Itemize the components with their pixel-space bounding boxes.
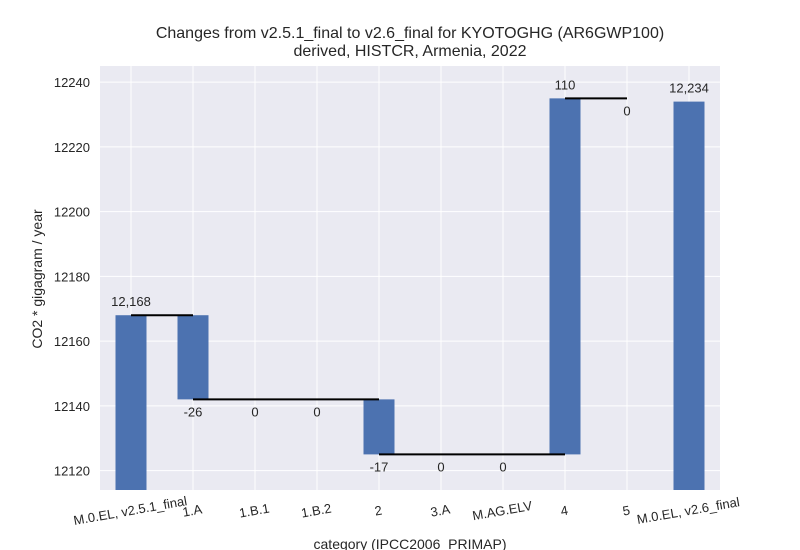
x-tick-label: 1.A	[181, 501, 203, 519]
x-tick-label: 3.A	[429, 501, 451, 519]
y-tick-label: 12240	[54, 75, 90, 90]
x-tick-label: M.0.EL, v2.5.1_final	[72, 493, 188, 528]
x-axis-label: category (IPCC2006_PRIMAP)	[314, 536, 507, 550]
bar	[549, 98, 581, 455]
y-tick-label: 12160	[54, 334, 90, 349]
y-tick-label: 12200	[54, 205, 90, 220]
data-label: 0	[313, 404, 320, 419]
x-tick-label: M.0.EL, v2.6_final	[636, 494, 741, 527]
y-tick-label: 12120	[54, 464, 90, 479]
data-label: 110	[555, 77, 576, 92]
data-label: 0	[251, 404, 258, 419]
data-label: -26	[184, 404, 203, 419]
bar	[177, 315, 209, 400]
data-label: 12,234	[669, 81, 709, 96]
bar	[673, 101, 705, 490]
x-tick-label: 2	[373, 503, 383, 519]
data-label: -17	[370, 459, 389, 474]
chart-subtitle: derived, HISTCR, Armenia, 2022	[293, 43, 527, 60]
x-tick-label: 5	[621, 503, 631, 519]
data-label: 0	[499, 459, 506, 474]
x-tick-label: 1.B.1	[238, 501, 271, 521]
y-axis-label: CO2 * gigagram / year	[29, 209, 45, 349]
chart-title: Changes from v2.5.1_final to v2.6_final …	[155, 25, 665, 42]
y-tick-label: 12180	[54, 269, 90, 284]
data-label: 0	[437, 459, 444, 474]
bar	[115, 315, 147, 490]
plot-area	[100, 66, 720, 490]
y-tick-label: 12140	[54, 399, 90, 414]
x-tick-label: M.AG.ELV	[471, 498, 533, 523]
y-tick-label: 12220	[54, 140, 90, 155]
data-label: 12,168	[111, 294, 151, 309]
bar	[363, 399, 395, 455]
x-tick-label: 1.B.2	[300, 501, 333, 521]
data-label: 0	[623, 103, 630, 118]
x-tick-label: 4	[559, 503, 569, 519]
